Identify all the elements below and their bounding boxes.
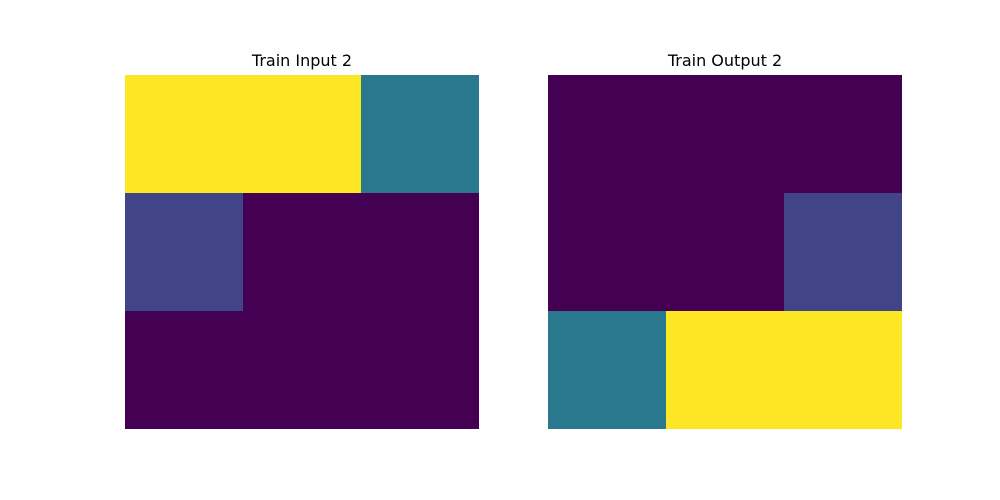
grid-cell-r2-c0 [125,311,244,429]
train-output-title: Train Output 2 [667,51,783,70]
grid-cell-r1-c2 [361,193,479,312]
grid-cell-r2-c1 [666,311,785,429]
grid-cell-r2-c0 [548,311,667,429]
grid-cell-r1-c1 [666,193,785,312]
grid-cell-r2-c2 [784,311,902,429]
grid-cell-r2-c1 [243,311,362,429]
grid-cell-r0-c1 [243,75,362,194]
train-input-grid [125,75,479,429]
grid-cell-r0-c0 [125,75,244,194]
grid-cell-r2-c2 [361,311,479,429]
grid-cell-r0-c0 [548,75,667,194]
grid-cell-r0-c2 [784,75,902,194]
train-input-title: Train Input 2 [251,51,353,70]
grid-cell-r1-c2 [784,193,902,312]
grid-cell-r0-c1 [666,75,785,194]
grid-cell-r0-c2 [361,75,479,194]
grid-cell-r1-c1 [243,193,362,312]
grid-cell-r1-c0 [548,193,667,312]
train-input-panel: Train Input 2 [125,0,479,500]
train-output-grid [548,75,902,429]
grid-cell-r1-c0 [125,193,244,312]
train-output-panel: Train Output 2 [548,0,902,500]
